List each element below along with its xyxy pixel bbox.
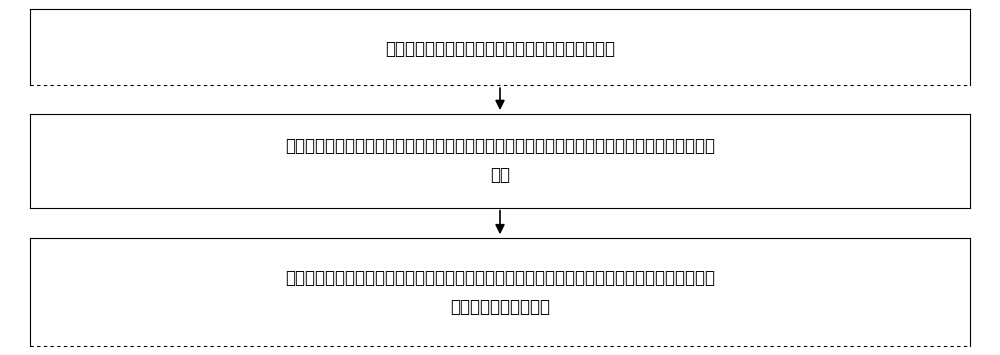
- Text: 从低压配电网的结构特征出发，利用图论的有关理论，将低压配电网优化布局等效为图论中最小生
成树及最短路径的搜索: 从低压配电网的结构特征出发，利用图论的有关理论，将低压配电网优化布局等效为图论中…: [285, 269, 715, 316]
- Text: 以负荷矩理论为基础，辅助决策配电变压器最佳布点: 以负荷矩理论为基础，辅助决策配电变压器最佳布点: [385, 40, 615, 58]
- Text: 通过线性迭代计算寻找供区范围内各点负荷矩代数和最小值的点坐标，作为配电变压器规划布点的
依据: 通过线性迭代计算寻找供区范围内各点负荷矩代数和最小值的点坐标，作为配电变压器规划…: [285, 137, 715, 184]
